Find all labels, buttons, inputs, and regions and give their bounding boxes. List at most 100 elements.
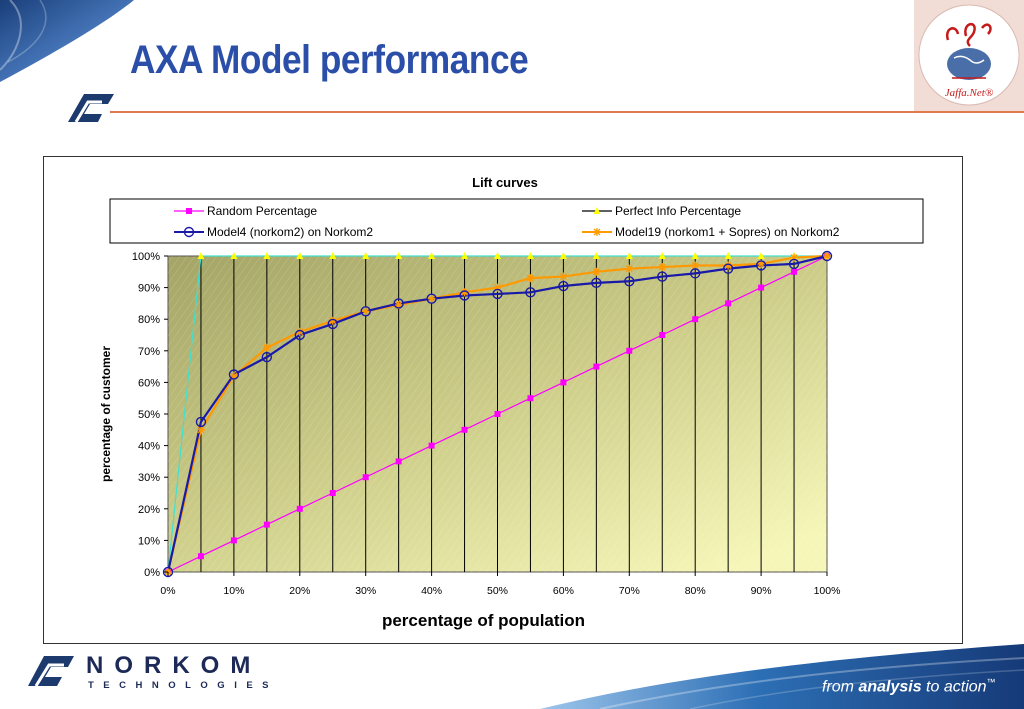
y-axis-label: percentage of customer [99, 346, 113, 482]
data-point-series-0 [395, 458, 402, 465]
jaffa-net-logo: Jaffa.Net® [914, 0, 1024, 113]
data-point-series-3 [625, 264, 634, 273]
data-point-series-1 [658, 252, 666, 259]
data-point-series-1 [428, 252, 436, 259]
data-point-series-2 [821, 250, 833, 262]
x-tick-label: 20% [289, 585, 310, 597]
x-tick-label: 80% [685, 585, 706, 597]
data-point-series-0 [725, 300, 732, 307]
data-point-series-1 [526, 252, 534, 259]
data-point-series-0 [329, 490, 336, 496]
y-tick-label: 100% [132, 251, 160, 263]
legend-marker [183, 226, 195, 238]
data-point-series-0 [593, 363, 600, 370]
footer-tagline: from analysis to action™ [822, 677, 996, 696]
data-point-series-1 [757, 252, 765, 259]
data-point-series-1 [691, 252, 699, 259]
data-point-series-1 [395, 252, 403, 259]
data-point-series-0 [428, 442, 435, 449]
data-point-series-0 [692, 316, 699, 323]
legend-label: Model19 (norkom1 + Sopres) on Norkom2 [615, 225, 840, 239]
y-tick-label: 20% [138, 504, 160, 516]
data-point-series-1 [494, 252, 501, 259]
data-point-series-0 [527, 395, 534, 402]
norkom-logo-mark [28, 656, 74, 687]
x-tick-label: 60% [553, 585, 574, 597]
data-point-series-3 [592, 267, 601, 276]
data-point-series-2 [195, 416, 207, 428]
data-point-series-2 [657, 271, 668, 282]
chart-title: Lift curves [472, 175, 538, 190]
data-point-series-1 [625, 252, 633, 259]
data-point-series-2 [162, 566, 174, 578]
x-tick-label: 0% [160, 585, 175, 597]
data-point-series-0 [659, 332, 666, 338]
data-point-series-3 [196, 425, 205, 434]
data-point-series-2 [558, 280, 569, 292]
chart-legend: Random Percentage Perfect Info Percentage… [109, 198, 924, 244]
legend-entry: Model19 (norkom1 + Sopres) on Norkom2 [582, 225, 840, 239]
data-point-series-1 [724, 252, 732, 259]
data-point-series-1 [362, 252, 370, 259]
data-point-series-2 [228, 369, 240, 380]
y-tick-label: 50% [138, 409, 160, 421]
tagline-pre: from [822, 678, 859, 696]
legend-marker [593, 207, 601, 214]
corner-swoosh-graphic [0, 0, 134, 82]
y-tick-label: 30% [138, 472, 160, 484]
title-divider [110, 111, 1024, 113]
legend-marker [593, 228, 601, 236]
data-point-series-2 [525, 287, 536, 298]
data-point-series-1 [230, 252, 238, 259]
data-point-series-1 [197, 252, 205, 259]
jaffa-logo-text: Jaffa.Net® [945, 87, 994, 99]
data-point-series-2 [624, 276, 635, 287]
data-point-series-2 [327, 318, 338, 330]
footer-swoosh-graphic [540, 644, 1024, 709]
legend-entry: Random Percentage [174, 204, 317, 218]
data-point-series-2 [426, 293, 437, 304]
legend-marker [186, 208, 192, 214]
legend-label: Model4 (norkom2) on Norkom2 [207, 225, 373, 239]
x-tick-label: 50% [487, 585, 508, 597]
data-point-series-3 [526, 274, 535, 283]
x-tick-label: 70% [619, 585, 640, 597]
data-point-series-0 [758, 284, 765, 291]
legend-entry: Model4 (norkom2) on Norkom2 [174, 225, 373, 239]
data-point-series-0 [791, 268, 798, 275]
lift-curves-chart: Lift curves Random Percentage Perfect Inf… [99, 175, 924, 630]
data-point-series-3 [823, 252, 831, 260]
legend-label: Random Percentage [207, 204, 317, 218]
data-point-series-0 [263, 521, 270, 528]
data-point-series-0 [461, 426, 468, 433]
data-point-series-2 [591, 277, 602, 289]
data-point-series-2 [261, 351, 273, 363]
data-point-series-2 [788, 258, 800, 270]
data-point-series-3 [427, 294, 436, 303]
y-tick-label: 0% [144, 567, 160, 579]
data-point-series-2 [360, 306, 371, 317]
y-tick-label: 60% [138, 377, 160, 389]
data-point-series-2 [459, 290, 470, 301]
x-tick-label: 100% [814, 585, 841, 597]
data-point-series-0 [362, 474, 369, 481]
x-axis-label: percentage of population [382, 611, 585, 630]
data-point-series-0 [560, 379, 567, 386]
data-point-series-0 [197, 553, 204, 560]
footer-brand-name: NORKOM [86, 652, 262, 679]
data-point-series-1 [461, 252, 469, 259]
data-point-series-3 [691, 261, 700, 270]
data-point-series-3 [361, 307, 370, 316]
data-point-series-1 [296, 252, 304, 259]
data-point-series-1 [263, 252, 271, 259]
data-point-series-0 [626, 347, 633, 354]
y-tick-label: 80% [138, 314, 160, 326]
legend-entry: Perfect Info Percentage [582, 204, 741, 218]
data-point-series-3 [658, 263, 667, 272]
slide-title: AXA Model performance [130, 38, 529, 82]
data-point-series-0 [230, 537, 237, 544]
y-tick-label: 70% [138, 346, 160, 358]
tagline-bold: analysis [858, 678, 922, 696]
data-point-series-2 [690, 268, 701, 279]
data-point-series-0 [494, 411, 501, 417]
